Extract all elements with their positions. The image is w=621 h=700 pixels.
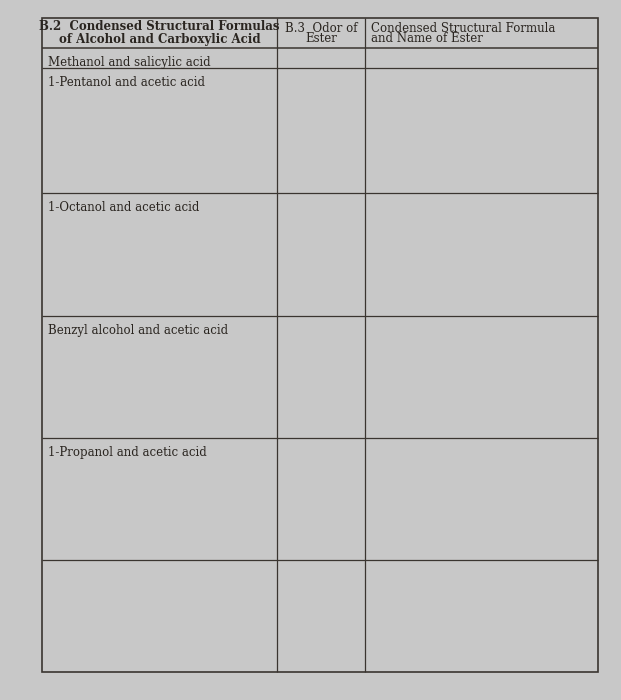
Text: Benzyl alcohol and acetic acid: Benzyl alcohol and acetic acid <box>48 324 228 337</box>
Text: B.3  Odor of: B.3 Odor of <box>285 22 357 34</box>
Text: and Name of Ester: and Name of Ester <box>371 32 483 45</box>
Text: 1-Pentanol and acetic acid: 1-Pentanol and acetic acid <box>48 76 205 89</box>
Text: of Alcohol and Carboxylic Acid: of Alcohol and Carboxylic Acid <box>59 32 260 46</box>
Text: Condensed Structural Formula: Condensed Structural Formula <box>371 22 555 34</box>
Text: 1-Octanol and acetic acid: 1-Octanol and acetic acid <box>48 201 199 214</box>
Text: Methanol and salicylic acid: Methanol and salicylic acid <box>48 56 211 69</box>
Text: Ester: Ester <box>305 32 337 45</box>
Text: B.2  Condensed Structural Formulas: B.2 Condensed Structural Formulas <box>39 20 279 34</box>
Text: 1-Propanol and acetic acid: 1-Propanol and acetic acid <box>48 446 207 459</box>
Bar <box>42 18 598 672</box>
